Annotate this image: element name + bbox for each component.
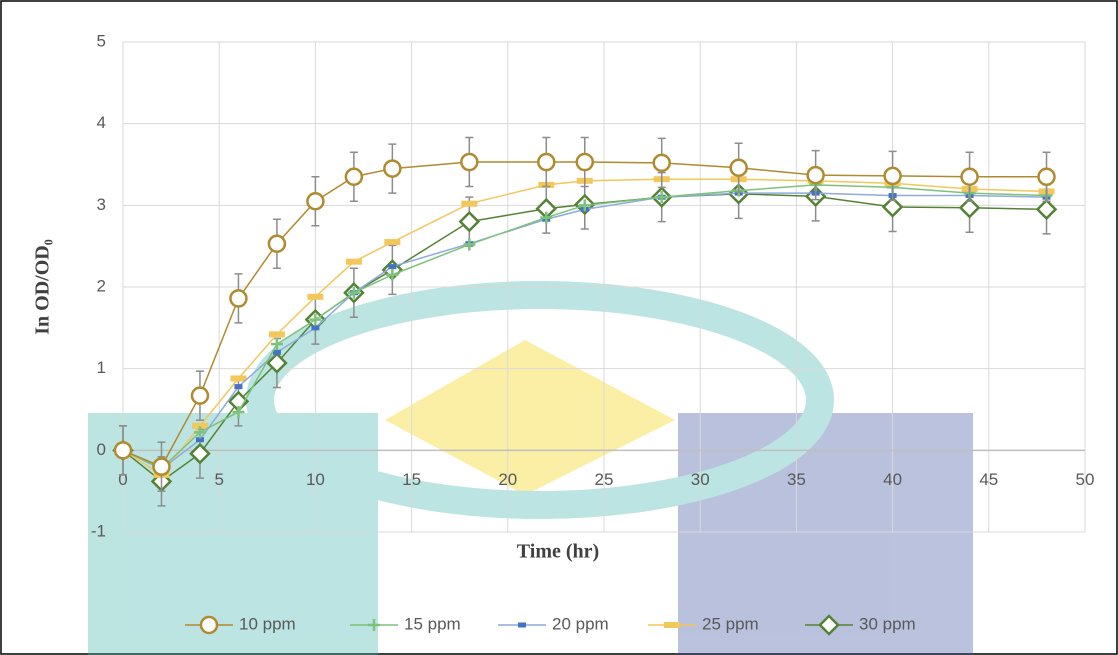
y-tick-label: 2 (97, 276, 106, 295)
x-tick-label: 40 (883, 470, 902, 489)
x-tick-label: 10 (306, 470, 325, 489)
y-tick-label: -1 (91, 521, 106, 540)
x-axis-title: Time (hr) (517, 541, 599, 563)
marker (269, 331, 285, 337)
marker (230, 290, 246, 306)
x-tick-label: 25 (595, 470, 614, 489)
legend-marker (664, 622, 680, 628)
marker (731, 160, 747, 176)
x-tick-label: 15 (402, 470, 421, 489)
marker (538, 154, 554, 170)
legend-label: 20 ppm (552, 614, 609, 633)
y-tick-label: 5 (97, 31, 106, 50)
y-tick-label: 0 (97, 440, 106, 459)
marker (153, 459, 169, 475)
y-axis-title: In OD/OD₀ (32, 239, 54, 334)
x-tick-label: 45 (979, 470, 998, 489)
marker (1039, 169, 1055, 185)
marker (654, 155, 670, 171)
x-tick-label: 5 (214, 470, 223, 489)
marker (962, 169, 978, 185)
legend-marker (201, 617, 217, 633)
x-tick-label: 50 (1076, 470, 1095, 489)
marker (311, 325, 319, 330)
marker (269, 236, 285, 252)
legend-label: 30 ppm (859, 614, 916, 633)
marker (461, 154, 477, 170)
marker (577, 154, 593, 170)
x-tick-label: 35 (787, 470, 806, 489)
marker (384, 239, 400, 245)
marker (346, 259, 362, 265)
y-tick-label: 3 (97, 195, 106, 214)
legend-label: 10 ppm (239, 614, 296, 633)
marker (307, 193, 323, 209)
marker (115, 442, 131, 458)
legend-label: 25 ppm (702, 614, 759, 633)
marker (192, 388, 208, 404)
marker (808, 167, 824, 183)
legend-marker (518, 623, 526, 628)
marker (307, 294, 323, 300)
marker (384, 161, 400, 177)
legend-label: 15 ppm (404, 614, 461, 633)
marker (461, 201, 477, 207)
chart: Time (hr) In OD/OD₀ -1 0 1 2 3 4 50 5 10 15 20 25 30… (0, 0, 1118, 655)
marker (234, 384, 242, 389)
marker (230, 375, 246, 381)
y-tick-label: 1 (97, 358, 106, 377)
y-tick-label: 4 (97, 113, 106, 132)
x-tick-label: 20 (498, 470, 517, 489)
marker (388, 264, 396, 269)
marker (885, 168, 901, 184)
marker (346, 169, 362, 185)
x-tick-label: 30 (691, 470, 710, 489)
